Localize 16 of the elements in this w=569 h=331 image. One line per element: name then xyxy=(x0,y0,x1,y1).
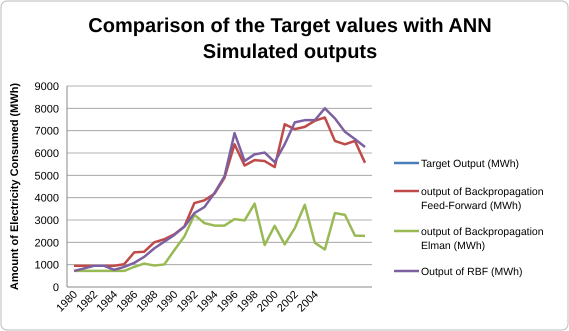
legend-label: output of Backpropagation Feed-Forward (MWh) xyxy=(421,186,544,212)
y-tick-label: 8000 xyxy=(34,103,59,116)
y-tick-label: 6000 xyxy=(34,148,59,160)
y-tick-label: 0 xyxy=(52,282,59,294)
legend-label: Target Output (MWh) xyxy=(421,158,520,170)
y-tick-label: 1000 xyxy=(34,260,59,272)
chart-title: Comparison of the Target values with ANN Simulated outputs xyxy=(88,15,492,63)
y-tick-label: 4000 xyxy=(34,192,59,205)
y-tick-label: 5000 xyxy=(34,170,59,182)
y-tick-label: 7000 xyxy=(34,126,59,138)
legend-label: Output of RBF (MWh) xyxy=(421,266,523,278)
y-tick-label: 2000 xyxy=(34,237,59,250)
y-tick-label: 3000 xyxy=(34,215,59,227)
y-tick-label: 9000 xyxy=(34,81,59,93)
y-axis-title: Amount of Electricity Consumed (MWh) xyxy=(9,82,21,290)
legend-label: output of Backpropagation Elman (MWh) xyxy=(421,226,544,252)
